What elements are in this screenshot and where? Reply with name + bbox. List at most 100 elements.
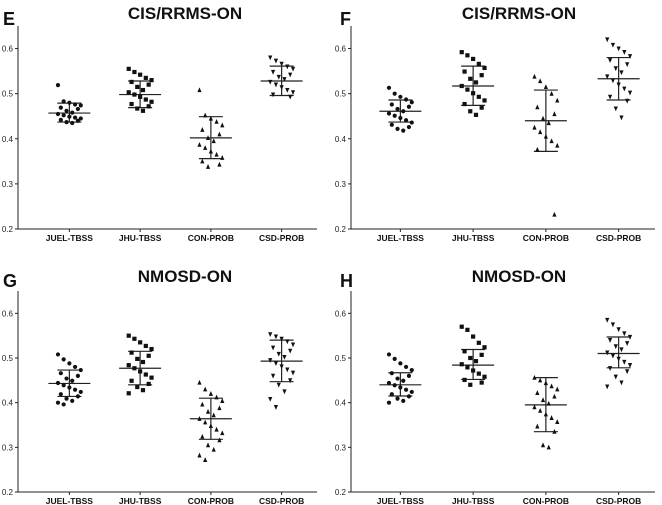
data-point [406,394,412,399]
data-point [268,358,273,363]
data-point [619,115,624,121]
data-point [607,366,613,371]
data-point [619,70,624,76]
y-tick-label: 0.3 [2,443,14,452]
category-label-juel-tbss: JUEL-TBSS [46,496,94,505]
y-tick-label: 0.6 [2,309,14,318]
data-point [468,382,473,387]
series-con-prob [189,87,232,169]
data-point [146,381,151,387]
data-point [605,74,610,80]
data-point [132,366,137,371]
data-point [72,102,78,107]
data-point [389,102,394,107]
data-point [459,83,464,89]
series-con-prob [189,379,232,462]
data-point [220,122,225,128]
y-tick-label: 0.6 [335,45,347,54]
data-point [462,377,467,382]
data-point [290,342,296,348]
data-point [616,46,621,52]
data-point [613,106,618,112]
category-label-juel-tbss: JUEL-TBSS [46,233,94,243]
category-label-jhu-tbss: JHU-TBSS [452,233,495,243]
data-point [552,111,557,117]
data-point [622,331,627,337]
series-csd-prob [260,332,303,410]
data-point [205,135,211,140]
data-point [129,350,134,355]
data-point [75,118,81,123]
data-point [205,408,211,414]
data-point [386,352,392,357]
chart-panel-h: H NMOSD-ON 0.2 0.3 0.4 0.5 0.6 JUEL-TBSS JHU-TBS… [335,267,655,505]
data-point [549,383,554,389]
data-point [129,378,134,383]
data-point [543,84,548,89]
data-point [532,404,537,410]
data-point [273,405,279,410]
data-point [135,106,140,111]
y-tick-label: 0.5 [2,90,14,99]
data-point [129,79,134,85]
y-tick-label: 0.3 [2,180,14,189]
data-point [610,78,616,84]
data-point [285,339,290,345]
series-csd-prob [260,55,303,100]
data-point [473,359,479,364]
data-point [64,119,69,125]
chart-title: NMOSD-ON [472,267,566,286]
y-tick-label: 0.4 [2,399,14,408]
data-point [555,97,560,103]
series-csd-prob [597,37,640,121]
data-point [482,345,487,350]
data-point [401,109,406,114]
data-point [543,411,548,417]
data-point [279,85,284,91]
data-point [61,99,66,104]
data-point [462,69,467,74]
data-point [268,55,273,61]
data-point [208,148,213,154]
data-point [67,100,72,105]
data-point [200,433,205,439]
category-label-juel-tbss: JUEL-TBSS [377,233,425,243]
data-point [386,111,392,116]
data-point [552,393,557,399]
data-point [67,114,72,119]
panel-letter: H [340,271,353,291]
data-point [135,84,140,89]
data-point [200,158,205,164]
data-point [409,120,414,125]
data-point [468,109,473,114]
category-label-jhu-tbss: JHU-TBSS [119,233,162,243]
data-point [72,364,78,370]
data-point [398,94,403,99]
data-point [532,73,537,79]
category-label-jhu-tbss: JHU-TBSS [452,496,495,505]
data-point [627,90,633,96]
data-point [610,42,616,48]
data-point [465,365,470,370]
data-point [389,371,394,376]
chart-title: CIS/RRMS-ON [128,4,242,23]
data-point [392,356,397,361]
data-point [290,90,296,96]
data-point [392,113,397,118]
data-point [282,389,287,395]
data-point [279,336,284,342]
data-point [613,374,618,380]
data-point [205,164,211,169]
series-con-prob [524,374,567,450]
data-point [140,108,146,113]
series-juel-tbss [379,352,422,405]
y-tick-label: 0.3 [335,443,347,452]
data-point [126,363,131,368]
data-point [540,442,546,448]
data-point [197,87,202,93]
data-point [270,69,276,75]
category-label-juel-tbss: JUEL-TBSS [377,496,425,505]
data-point [276,351,281,357]
data-point [273,334,279,340]
data-point [220,430,225,436]
